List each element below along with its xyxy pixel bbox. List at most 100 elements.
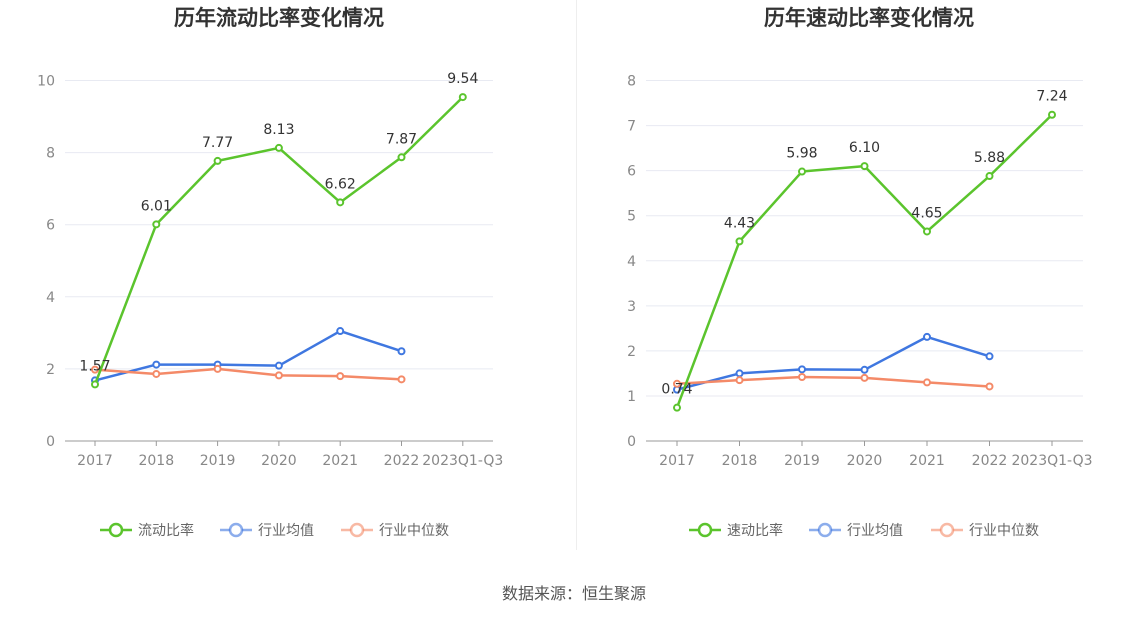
legend-circle-icon	[108, 522, 124, 538]
legend-item-median[interactable]: 行业中位数	[341, 522, 449, 539]
data-label: 4.65	[911, 205, 942, 221]
data-point-main[interactable]	[91, 380, 99, 389]
x-tick-label: 2022	[972, 453, 1008, 469]
data-label: 5.88	[974, 150, 1005, 166]
data-point-main[interactable]	[798, 167, 806, 176]
data-label: 9.54	[447, 71, 478, 87]
y-tick-label: 1	[627, 389, 636, 405]
x-tick-label: 2018	[138, 453, 174, 469]
legend-circle-icon	[697, 522, 713, 538]
data-label: 4.43	[724, 215, 755, 231]
legend-label: 流动比率	[138, 522, 194, 539]
y-tick-label: 10	[37, 74, 55, 90]
x-tick-label: 2023Q1-Q3	[1011, 453, 1092, 469]
data-point-avg[interactable]	[985, 352, 994, 361]
data-label: 8.13	[263, 122, 294, 138]
data-point-median[interactable]	[673, 379, 681, 388]
legend-item-median[interactable]: 行业中位数	[931, 522, 1039, 539]
data-point-median[interactable]	[152, 369, 161, 378]
x-tick-label: 2017	[659, 453, 695, 469]
data-label: 5.98	[786, 146, 817, 162]
data-point-median[interactable]	[860, 373, 869, 382]
x-tick-label: 2022	[384, 453, 420, 469]
data-point-avg[interactable]	[336, 327, 345, 336]
quick-ratio-chart: 历年速动比率变化情况 0 1 2 3 4 5 6 7 8 2017 2018 2019 2020 2021 2…	[627, 6, 1092, 539]
data-point-avg[interactable]	[152, 360, 161, 369]
chart-divider	[576, 0, 577, 550]
data-point-main[interactable]	[673, 403, 681, 412]
legend-item-main[interactable]: 流动比率	[100, 522, 194, 539]
legend-label: 行业中位数	[969, 523, 1039, 539]
data-point-avg[interactable]	[274, 361, 283, 370]
legend-circle-icon	[349, 522, 365, 538]
y-tick-label: 5	[627, 209, 636, 225]
legend-item-avg[interactable]: 行业均值	[220, 522, 314, 539]
data-label: 1.57	[79, 358, 110, 374]
x-tick-label: 2023Q1-Q3	[422, 453, 503, 469]
x-tick-label: 2017	[77, 453, 113, 469]
data-point-main[interactable]	[213, 156, 222, 165]
data-label: 6.62	[325, 176, 356, 192]
data-point-main[interactable]	[735, 237, 744, 246]
x-tick-label: 2021	[322, 453, 358, 469]
legend-item-main[interactable]: 速动比率	[689, 522, 783, 539]
legend-label: 行业均值	[258, 523, 314, 539]
data-point-avg[interactable]	[860, 365, 869, 374]
legend-circle-icon	[817, 522, 833, 538]
current-ratio-chart: 历年流动比率变化情况 0 2 4 6 8 10 2017 2018 2019 2020 2021 202…	[37, 6, 503, 539]
x-tick-label: 2019	[784, 453, 820, 469]
legend-label: 行业中位数	[379, 523, 449, 539]
series-line-median	[94, 367, 402, 381]
data-label: 7.24	[1036, 89, 1067, 105]
x-tick-label: 2018	[722, 453, 758, 469]
y-tick-label: 6	[627, 164, 636, 180]
series-line-avg	[676, 335, 990, 391]
data-point-main[interactable]	[397, 153, 406, 162]
y-tick-label: 6	[46, 218, 55, 234]
x-tick-label: 2020	[261, 453, 297, 469]
data-point-median[interactable]	[274, 371, 283, 380]
chart-title: 历年流动比率变化情况	[174, 6, 384, 30]
data-point-avg[interactable]	[735, 369, 744, 378]
chart-title: 历年速动比率变化情况	[764, 6, 974, 30]
data-label: 7.87	[386, 131, 417, 147]
data-point-main[interactable]	[458, 93, 467, 102]
data-label: 7.77	[202, 135, 233, 151]
data-label: 6.10	[849, 140, 880, 156]
data-point-avg[interactable]	[397, 347, 406, 356]
data-point-main[interactable]	[923, 227, 931, 236]
data-point-median[interactable]	[91, 365, 99, 374]
data-point-main[interactable]	[985, 172, 994, 181]
legend-circle-icon	[939, 522, 955, 538]
data-point-median[interactable]	[735, 376, 744, 385]
y-tick-label: 2	[627, 344, 636, 360]
data-point-median[interactable]	[985, 382, 994, 391]
legend-item-avg[interactable]: 行业均值	[809, 522, 903, 539]
y-tick-label: 0	[46, 434, 55, 450]
x-tick-label: 2019	[200, 453, 236, 469]
data-point-avg[interactable]	[798, 365, 806, 374]
y-tick-label: 3	[627, 299, 636, 315]
y-tick-label: 4	[627, 254, 636, 270]
data-point-main[interactable]	[274, 143, 283, 152]
y-tick-label: 2	[46, 362, 55, 378]
data-point-avg[interactable]	[923, 332, 931, 341]
data-source-text: 数据来源：恒生聚源	[501, 584, 646, 603]
x-tick-label: 2021	[909, 453, 945, 469]
data-point-median[interactable]	[336, 372, 345, 381]
data-point-median[interactable]	[397, 375, 406, 384]
data-label: 0.74	[661, 382, 692, 398]
legend-label: 行业均值	[847, 523, 903, 539]
y-tick-label: 4	[46, 290, 55, 306]
y-tick-label: 8	[46, 146, 55, 162]
data-point-median[interactable]	[798, 373, 806, 382]
data-point-main[interactable]	[336, 198, 345, 207]
data-point-main[interactable]	[152, 220, 161, 229]
legend-label: 速动比率	[727, 522, 783, 539]
series-line-median	[676, 375, 990, 388]
data-point-median[interactable]	[213, 364, 222, 373]
y-tick-label: 8	[627, 74, 636, 90]
data-point-median[interactable]	[923, 378, 931, 387]
data-point-main[interactable]	[1048, 110, 1056, 119]
data-point-main[interactable]	[860, 162, 869, 171]
